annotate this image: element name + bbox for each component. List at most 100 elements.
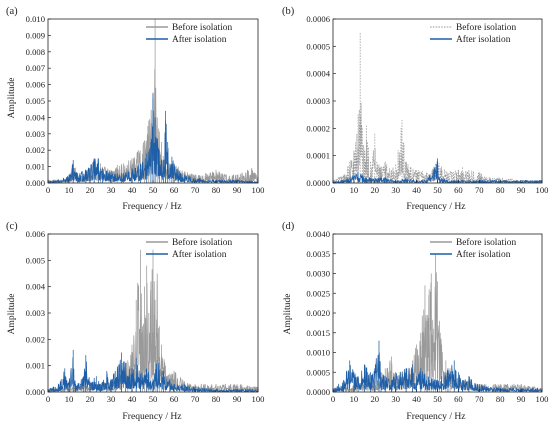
panel-c-xtick-label-6: 60: [170, 394, 179, 404]
panel-a-ytick-label-6: 0.006: [26, 80, 46, 90]
panel-d-ytick-label-4: 0.0020: [306, 308, 330, 318]
panel-c-legend-label-0: Before isolation: [172, 237, 232, 248]
panel-d-xtick-label-0: 0: [331, 394, 335, 404]
panel-b-xtick-label-6: 60: [454, 185, 463, 195]
panel-d-ytick-label-2: 0.0010: [306, 348, 330, 358]
panel-d-legend-label-0: Before isolation: [456, 237, 516, 248]
panel-a-ytick-label-8: 0.008: [26, 47, 45, 57]
panel-a-xtick-label-7: 70: [191, 185, 200, 195]
panel-c-ytick-label-1: 0.001: [26, 361, 45, 371]
panel-b-xtick-label-8: 80: [496, 185, 505, 195]
panel-d-ytick-label-7: 0.0035: [306, 249, 330, 259]
panel-c-ytick-label-0: 0.000: [26, 387, 45, 397]
panel-a-ylabel: Amplitude: [6, 77, 17, 118]
panel-a-xtick-label-6: 60: [170, 185, 179, 195]
panel-b-xtick-label-3: 30: [391, 185, 400, 195]
panel-b-ytick-label-5: 0.0005: [306, 41, 330, 51]
panel-b-ytick-label-6: 0.0006: [306, 14, 330, 24]
panel-c-ytick-label-5: 0.005: [26, 255, 45, 265]
panel-d-xtick-label-5: 50: [433, 394, 442, 404]
panel-c-xtick-label-0: 0: [46, 394, 50, 404]
panel-d-xtick-label-4: 40: [412, 394, 421, 404]
panel-d-ylabel: Amplitude: [282, 293, 293, 334]
panel-a: (a) 0 10 20 30 40 50 60 70 80 90 100 0.000 0.001 0.00…: [6, 6, 264, 212]
panel-a-ytick-label-7: 0.007: [26, 63, 46, 73]
panel-c-xtick-label-10: 100: [252, 394, 265, 404]
panel-a-ytick-label-2: 0.002: [26, 145, 45, 155]
panel-c-xtick-label-4: 40: [128, 394, 137, 404]
panel-b-xtick-label-4: 40: [412, 185, 421, 195]
panel-a-xtick-label-0: 0: [46, 185, 50, 195]
panel-c-ytick-label-3: 0.003: [26, 308, 45, 318]
panel-a-xtick-label-4: 40: [128, 185, 137, 195]
panel-a-label: (a): [6, 6, 18, 17]
panel-a-ytick-label-3: 0.003: [26, 129, 45, 139]
panel-a-xtick-label-3: 30: [107, 185, 116, 195]
panel-b-xtick-label-0: 0: [331, 185, 335, 195]
panel-d-ytick-label-1: 0.0005: [306, 367, 330, 377]
panel-a-xtick-label-9: 90: [233, 185, 242, 195]
panel-a-xlabel: Frequency / Hz: [122, 201, 181, 212]
panel-c-xtick-label-3: 30: [107, 394, 116, 404]
panel-b-xtick-label-2: 20: [371, 185, 380, 195]
panel-d-xtick-label-9: 90: [517, 394, 526, 404]
panel-b-xtick-label-1: 10: [350, 185, 359, 195]
panel-d-xtick-label-7: 70: [475, 394, 484, 404]
panel-b-xtick-label-10: 100: [536, 185, 549, 195]
panel-b-ytick-label-3: 0.0003: [306, 96, 330, 106]
panel-b-label: (b): [282, 6, 295, 17]
panel-c-xtick-label-2: 20: [86, 394, 95, 404]
panel-d-label: (d): [282, 221, 295, 232]
panel-a-ytick-label-10: 0.010: [26, 14, 45, 24]
panel-c-xtick-label-1: 10: [65, 394, 74, 404]
panel-d-ytick-label-8: 0.0040: [306, 229, 330, 239]
panel-a-xtick-label-2: 20: [86, 185, 95, 195]
panel-a-legend-label-1: After isolation: [172, 34, 227, 45]
panel-b-xtick-label-9: 90: [517, 185, 526, 195]
panel-b-ytick-label-2: 0.0002: [306, 123, 330, 133]
panel-d-legend-label-1: After isolation: [456, 249, 511, 260]
panel-d-ytick-label-3: 0.0015: [306, 328, 330, 338]
panel-d-xtick-label-10: 100: [536, 394, 549, 404]
panel-c-label: (c): [6, 221, 18, 232]
panel-b-ytick-label-0: 0.0000: [306, 178, 330, 188]
panel-c-xlabel: Frequency / Hz: [122, 411, 181, 422]
panel-c-ytick-label-6: 0.006: [26, 229, 46, 239]
panel-d-xlabel: Frequency / Hz: [406, 411, 465, 422]
panel-d-xtick-label-1: 10: [350, 394, 359, 404]
panel-a-xtick-label-5: 50: [149, 185, 158, 195]
panel-c-legend-label-1: After isolation: [172, 249, 227, 260]
panel-d-xtick-label-2: 20: [371, 394, 380, 404]
panel-c-ylabel: Amplitude: [6, 293, 17, 334]
panel-b-xtick-label-7: 70: [475, 185, 484, 195]
panel-b-legend-label-1: After isolation: [456, 34, 511, 45]
panel-a-ytick-label-0: 0.000: [26, 178, 45, 188]
panel-c-xtick-label-8: 80: [212, 394, 221, 404]
panel-d-ytick-label-6: 0.0030: [306, 269, 330, 279]
panel-c: (c) 0 10 20 30 40 50 60 70 80 90 100 0.000 0.001 0.00…: [6, 221, 264, 422]
panel-d-xtick-label-6: 60: [454, 394, 463, 404]
panel-b-xtick-label-5: 50: [433, 185, 442, 195]
panel-c-xtick-label-5: 50: [149, 394, 158, 404]
panel-b-series-before-line: [332, 102, 543, 184]
panel-d-ytick-label-5: 0.0025: [306, 288, 330, 298]
panel-a-ytick-label-4: 0.004: [26, 112, 46, 122]
panel-b-ytick-label-1: 0.0001: [306, 151, 330, 161]
panel-c-ytick-label-4: 0.004: [26, 282, 46, 292]
panel-a-ytick-label-9: 0.009: [26, 30, 45, 40]
panel-d: (d) 0 10 20 30 40 50 60 70 80 90 100 0.0000 0.0005 0.…: [282, 221, 548, 422]
panel-b: (b) 0 10 20 30 40 50 60 70 80 90 100 0.0000 0.0001 0.…: [282, 6, 548, 212]
panel-c-xtick-label-9: 90: [233, 394, 242, 404]
panel-c-xtick-label-7: 70: [191, 394, 200, 404]
panel-d-xtick-label-3: 30: [391, 394, 400, 404]
panel-a-ytick-label-1: 0.001: [26, 162, 45, 172]
panel-d-ytick-label-0: 0.0000: [306, 387, 330, 397]
panel-a-xtick-label-1: 10: [65, 185, 74, 195]
panel-c-ytick-label-2: 0.002: [26, 334, 45, 344]
panel-b-xlabel: Frequency / Hz: [406, 201, 465, 212]
panel-a-legend-label-0: Before isolation: [172, 22, 232, 33]
panel-b-ytick-label-4: 0.0004: [306, 69, 330, 79]
panel-b-legend-label-0: Before isolation: [456, 22, 516, 33]
panel-a-xtick-label-8: 80: [212, 185, 221, 195]
